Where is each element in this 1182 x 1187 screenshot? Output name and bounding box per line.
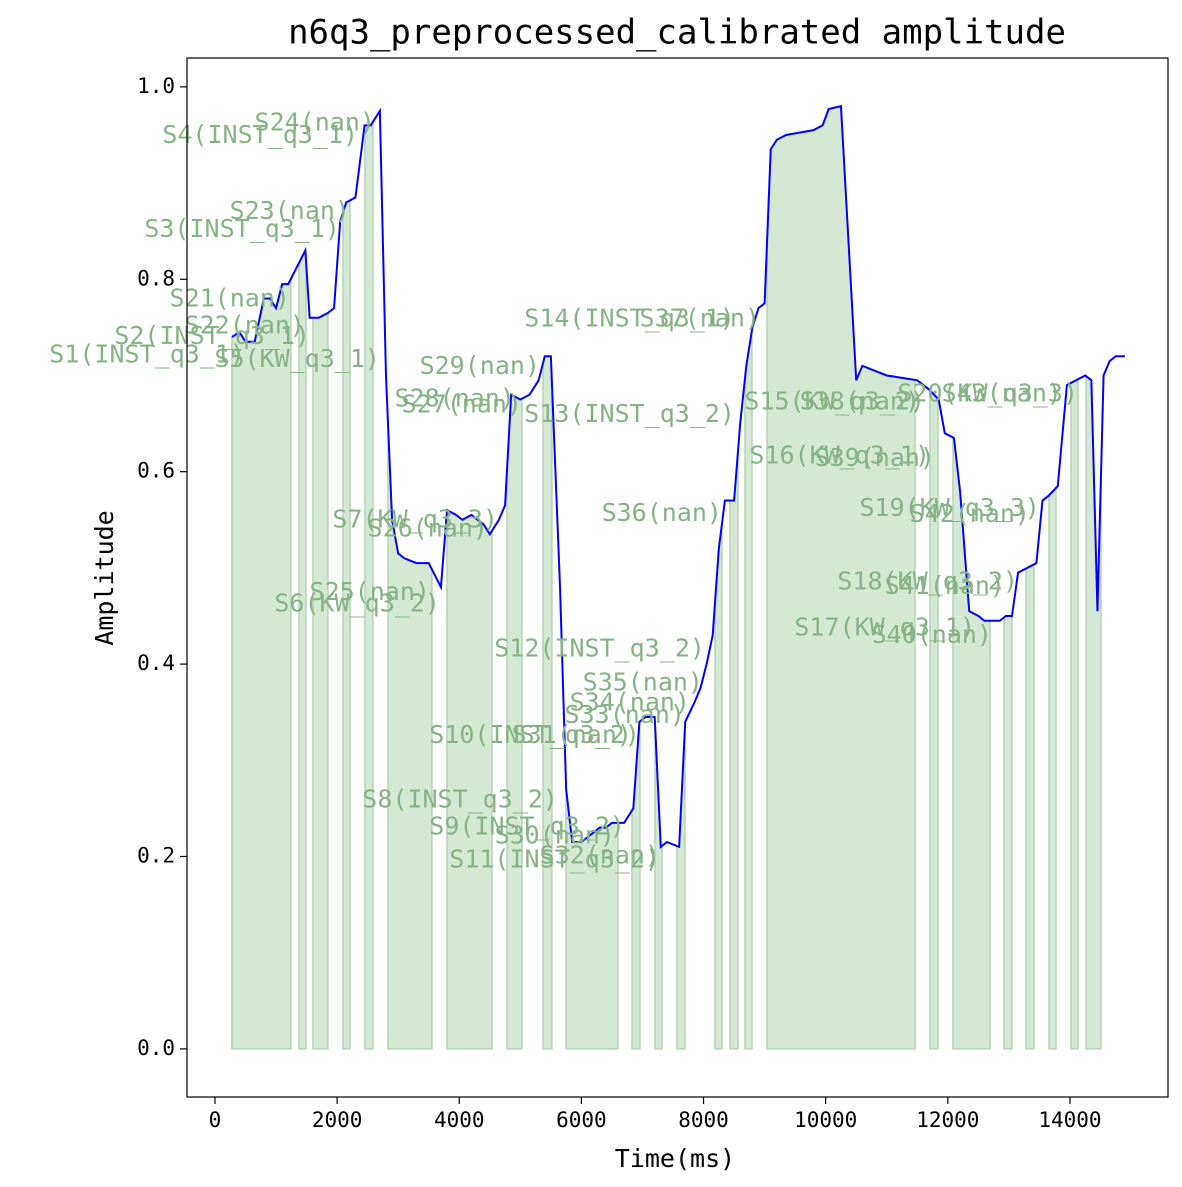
annotation: S27(nan) (402, 389, 522, 418)
plot-frame (186, 57, 1169, 1098)
annotation: S30(nan) (495, 820, 615, 849)
annotation: S14(INST_q3_1) (524, 304, 735, 333)
annotation: S11(INST_q3_2) (449, 844, 660, 873)
annotation: S13(INST_q3_2) (524, 399, 735, 428)
annotation: S21(nan) (170, 283, 290, 312)
annotation: S2(INST_q3_1) (114, 321, 310, 350)
annotation: S39(nan) (815, 443, 935, 472)
annotation: S34(nan) (570, 688, 690, 717)
annotation: S42(nan) (910, 499, 1030, 528)
annotation: S17(KW_q3_1) (794, 612, 975, 641)
annotation: S32(nan) (540, 840, 660, 869)
y-tick-label: 0.2 (137, 843, 175, 867)
annotation: S15(KW_q3_2) (744, 386, 925, 415)
fill-region (1048, 486, 1057, 1050)
annotation: S7(KW_q3_3) (332, 505, 498, 534)
annotation: S24(nan) (255, 107, 375, 136)
fill-region (952, 436, 991, 1050)
annotation: S23(nan) (230, 196, 350, 225)
annotation: S37(nan) (640, 304, 760, 333)
y-tick-label: 1.0 (137, 74, 175, 98)
annotation: S36(nan) (602, 498, 722, 527)
annotation: S18(KW_q3_2) (837, 566, 1018, 595)
annotation: S31(nan) (512, 720, 632, 749)
annotation: S19(KW_q3_3) (859, 493, 1040, 522)
y-tick-label: 0.0 (137, 1036, 175, 1060)
annotation: S35(nan) (583, 667, 703, 696)
annotation: S40(nan) (872, 620, 992, 649)
fill-region (342, 199, 351, 1050)
annotation: S28(nan) (395, 384, 515, 413)
annotation: S8(INST_q3_2) (362, 785, 558, 814)
x-tick-label: 0 (209, 1108, 222, 1132)
x-tick-label: 4000 (434, 1108, 485, 1132)
annotation: S20(KW_q3_3) (897, 379, 1078, 408)
fill-region (446, 508, 493, 1050)
fill-region (729, 451, 739, 1050)
fill-region (1025, 563, 1035, 1050)
y-tick-label: 0.6 (137, 459, 175, 483)
fill-region (542, 355, 553, 1050)
annotation: S43(nan) (942, 379, 1062, 408)
y-tick-label: 0.8 (137, 266, 175, 290)
annotation: S10(INST_q3_2) (429, 720, 640, 749)
annotation: S1(INST_q3_1) (49, 339, 245, 368)
annotation: S5(KW_q3_1) (214, 344, 380, 373)
x-tick-label: 12000 (916, 1108, 979, 1132)
x-tick-label: 2000 (312, 1108, 363, 1132)
annotation: S41(nan) (885, 571, 1005, 600)
annotation: S16(KW_q3_1) (749, 440, 930, 469)
fill-region (1070, 378, 1079, 1050)
annotation: S4(INST_q3_1) (162, 120, 358, 149)
fill-region (231, 278, 292, 1050)
annotation: S29(nan) (420, 351, 540, 380)
fill-region (676, 726, 686, 1050)
annotation: S38(nan) (800, 386, 920, 415)
x-tick-label: 6000 (556, 1108, 607, 1132)
annotation: S25(nan) (310, 577, 430, 606)
x-tick-label: 10000 (794, 1108, 857, 1132)
annotation: S26(nan) (368, 513, 488, 542)
fill-region (1003, 615, 1013, 1050)
y-tick-label: 0.4 (137, 651, 175, 675)
x-axis-label: Time(ms) (615, 1144, 735, 1173)
fill-region (929, 388, 939, 1050)
x-tick-label: 8000 (678, 1108, 729, 1132)
y-axis-label: Amplitude (90, 510, 119, 645)
x-tick-label: 14000 (1038, 1108, 1101, 1132)
annotation: S33(nan) (565, 700, 685, 729)
fill-region (744, 329, 753, 1050)
annotation: S6(KW_q3_2) (274, 588, 440, 617)
annotation: S22(nan) (185, 310, 305, 339)
fill-region (312, 311, 329, 1050)
fill-region (654, 723, 663, 1050)
annotation: S9(INST_q3_2) (429, 812, 625, 841)
annotation: S12(INST_q3_2) (494, 634, 705, 663)
annotation: S3(INST_q3_1) (144, 214, 340, 243)
line (231, 104, 1125, 849)
chart-title: n6q3_preprocessed_calibrated amplitude (288, 13, 1066, 53)
